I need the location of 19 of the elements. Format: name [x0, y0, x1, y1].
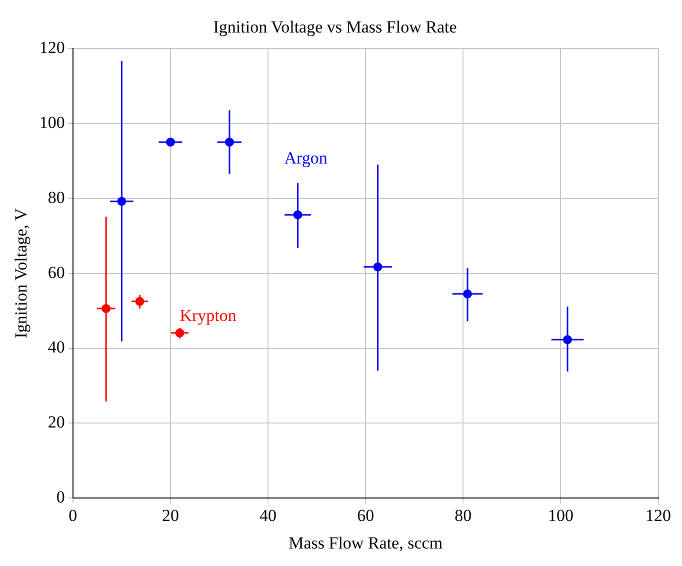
y-tick-label: 0 [56, 488, 65, 507]
x-tick-label: 20 [162, 506, 179, 525]
series-label: Krypton [180, 306, 237, 325]
y-axis-title: Ignition Voltage, V [12, 208, 31, 338]
x-tick-label: 80 [454, 506, 472, 525]
x-tick-label: 100 [548, 506, 574, 525]
y-tick-label: 60 [48, 262, 65, 282]
y-tick-label: 80 [48, 188, 65, 207]
x-tick-label: 60 [357, 506, 374, 525]
x-tick-label: 40 [260, 506, 277, 525]
y-tick-label: 120 [39, 38, 65, 57]
x-axis-title: Mass Flow Rate, sccm [288, 533, 443, 552]
y-tick-label: 100 [39, 112, 65, 132]
text: Argon [284, 148, 328, 168]
y-tick-label: 40 [48, 338, 65, 357]
y-tick-label: 20 [48, 412, 65, 432]
x-tick-label: 120 [646, 506, 671, 525]
x-tick-label: 0 [68, 506, 78, 525]
chart-title: Ignition Voltage vs Mass Flow Rate [213, 18, 457, 37]
